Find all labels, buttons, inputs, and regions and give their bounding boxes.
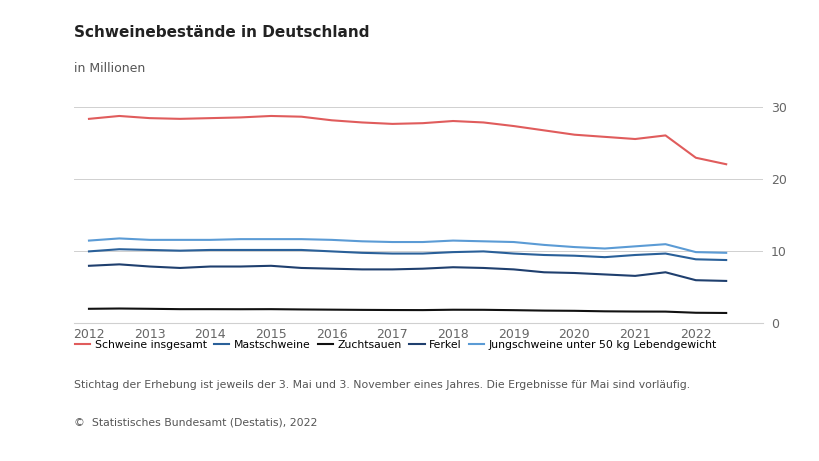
- Text: in Millionen: in Millionen: [74, 62, 145, 75]
- Text: ©  Statistisches Bundesamt (Destatis), 2022: © Statistisches Bundesamt (Destatis), 20…: [74, 417, 317, 427]
- Text: Stichtag der Erhebung ist jeweils der 3. Mai und 3. November eines Jahres. Die E: Stichtag der Erhebung ist jeweils der 3.…: [74, 380, 689, 390]
- Legend: Schweine insgesamt, Mastschweine, Zuchtsauen, Ferkel, Jungschweine unter 50 kg L: Schweine insgesamt, Mastschweine, Zuchts…: [75, 340, 716, 349]
- Text: Schweinebestände in Deutschland: Schweinebestände in Deutschland: [74, 25, 369, 41]
